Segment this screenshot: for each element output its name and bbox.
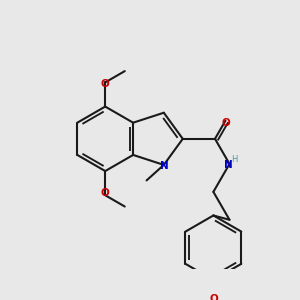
Text: O: O [210, 294, 219, 300]
Text: N: N [224, 160, 233, 170]
Text: H: H [231, 155, 237, 164]
Text: N: N [160, 161, 169, 171]
Text: O: O [101, 188, 110, 198]
Text: O: O [222, 118, 231, 128]
Text: O: O [101, 79, 110, 89]
